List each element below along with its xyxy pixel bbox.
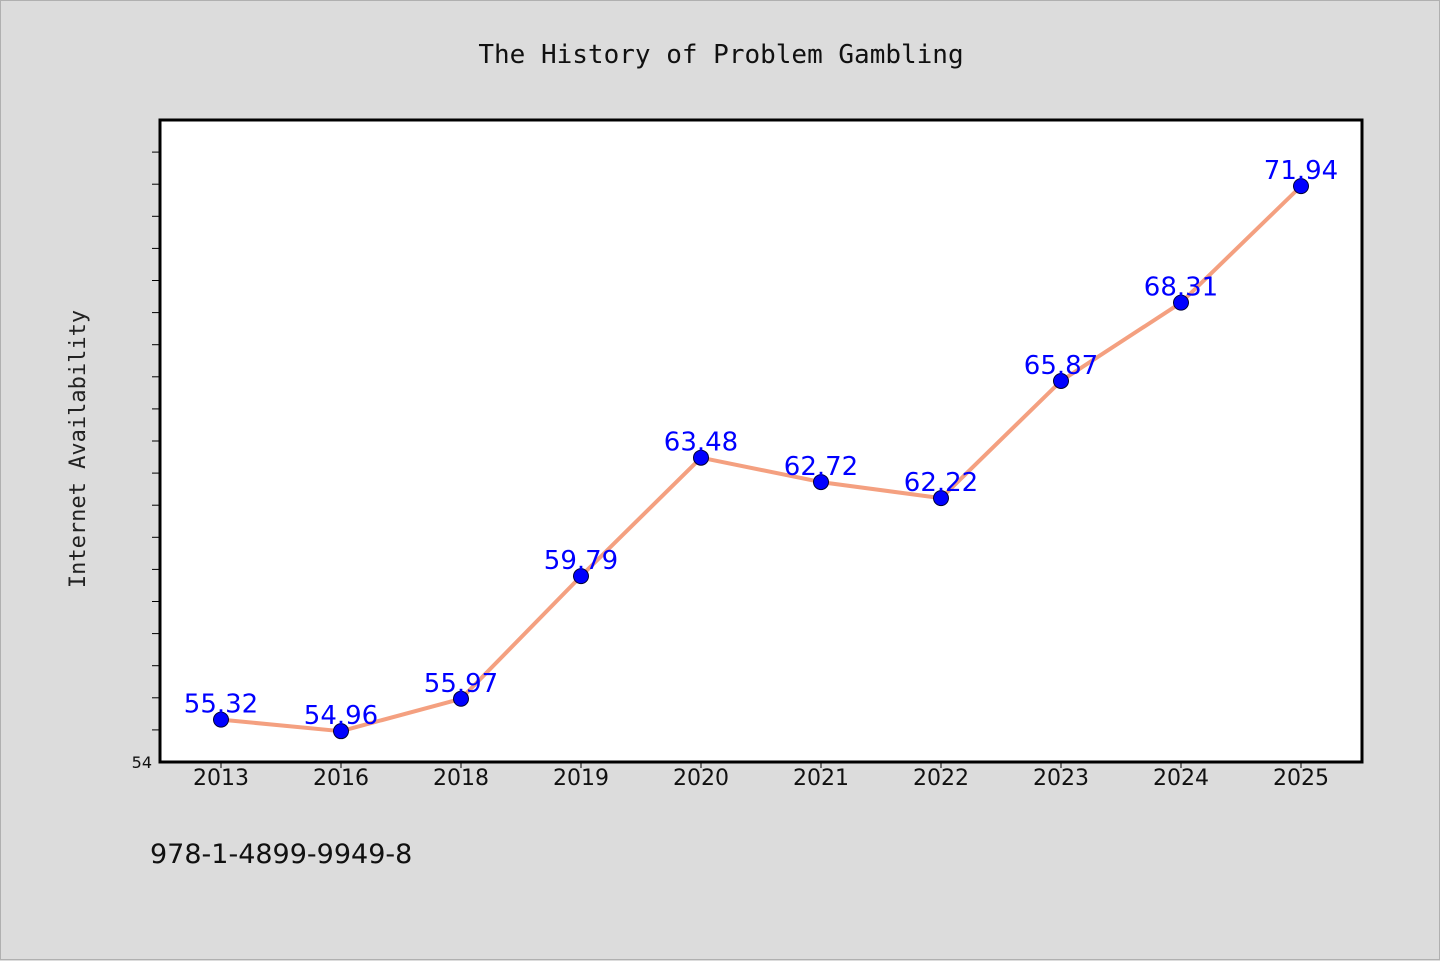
data-label: 65.87 xyxy=(1024,351,1098,381)
data-point xyxy=(933,490,949,507)
x-tick-label: 2024 xyxy=(1153,766,1209,791)
x-tick-label: 2013 xyxy=(193,766,249,791)
x-tick-label: 2019 xyxy=(553,766,609,791)
y-axis-label: Internet Availability xyxy=(66,310,91,588)
data-label: 62.72 xyxy=(784,452,858,482)
data-point xyxy=(1293,178,1309,195)
data-point xyxy=(333,723,349,740)
series-line xyxy=(219,184,1303,734)
y-axis-ticks: 54 xyxy=(132,151,160,772)
data-label: 62.22 xyxy=(904,468,978,498)
plot-area xyxy=(158,118,1364,764)
series-layer: 55.32 54.96 55.97 59.79 63.48 62.72 62.22 65.87… xyxy=(184,156,1338,740)
x-tick-label: 2018 xyxy=(433,766,489,791)
x-tick-label: 2025 xyxy=(1273,766,1329,791)
data-label: 63.48 xyxy=(664,428,738,458)
data-point xyxy=(573,568,589,585)
data-point xyxy=(1053,372,1069,389)
x-tick-label: 2016 xyxy=(313,766,369,791)
x-tick-label: 2020 xyxy=(673,766,729,791)
data-point xyxy=(213,711,229,728)
data-label: 59.79 xyxy=(544,546,618,576)
x-tick-label: 2021 xyxy=(793,766,849,791)
data-label: 54.96 xyxy=(304,701,378,731)
data-label: 55.97 xyxy=(424,669,498,699)
data-label: 71.94 xyxy=(1264,156,1338,186)
x-tick-label: 2023 xyxy=(1033,766,1089,791)
x-tick-label: 2022 xyxy=(913,766,969,791)
data-label: 68.31 xyxy=(1144,273,1218,303)
data-label: 55.32 xyxy=(184,690,258,720)
data-point xyxy=(813,474,829,491)
chart-title: The History of Problem Gambling xyxy=(478,40,963,70)
x-axis-ticks: 2013 2016 2018 2019 2020 2021 2022 2023 2024 2025 xyxy=(193,762,1329,791)
data-point xyxy=(693,449,709,466)
isbn-text: 978-1-4899-9949-8 xyxy=(150,839,412,870)
data-point xyxy=(453,690,469,707)
y-tick-label: 54 xyxy=(132,753,152,772)
data-point xyxy=(1173,294,1189,311)
